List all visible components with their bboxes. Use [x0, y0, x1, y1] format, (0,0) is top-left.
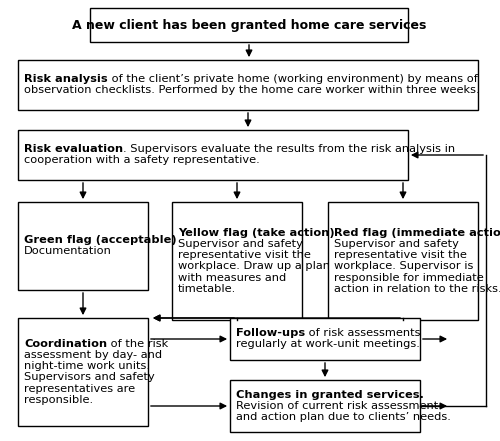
Text: cooperation with a safety representative.: cooperation with a safety representative…	[24, 156, 260, 165]
Text: of the client’s private home (working environment) by means of: of the client’s private home (working en…	[108, 74, 478, 84]
Text: and action plan due to clients’ needs.: and action plan due to clients’ needs.	[236, 412, 451, 422]
Text: representatives are: representatives are	[24, 384, 135, 394]
Text: Documentation: Documentation	[24, 247, 112, 257]
Text: with measures and: with measures and	[178, 273, 286, 283]
Text: Supervisor and safety: Supervisor and safety	[334, 239, 459, 249]
Bar	[230, 318, 420, 360]
Bar	[172, 202, 302, 320]
Text: of risk assessments: of risk assessments	[305, 328, 420, 338]
Text: observation checklists. Performed by the home care worker within three weeks.: observation checklists. Performed by the…	[24, 86, 479, 96]
Bar	[230, 380, 420, 432]
Text: Supervisors and safety: Supervisors and safety	[24, 373, 155, 382]
Text: Green flag (acceptable): Green flag (acceptable)	[24, 235, 176, 245]
Text: . Supervisors evaluate the results from the risk analysis in: . Supervisors evaluate the results from …	[123, 144, 455, 154]
Text: Risk analysis: Risk analysis	[24, 74, 107, 84]
Text: representative visit the: representative visit the	[334, 250, 467, 260]
Bar	[90, 8, 408, 42]
Text: regularly at work-unit meetings.: regularly at work-unit meetings.	[236, 340, 420, 349]
Text: A new client has been granted home care services: A new client has been granted home care …	[72, 19, 426, 33]
Bar	[328, 202, 478, 320]
Text: Risk evaluation: Risk evaluation	[24, 144, 123, 154]
Text: responsible.: responsible.	[24, 395, 93, 405]
Bar	[18, 318, 148, 426]
Bar	[18, 130, 408, 180]
Text: workplace. Supervisor is: workplace. Supervisor is	[334, 262, 473, 272]
Text: Revision of current risk assessment: Revision of current risk assessment	[236, 401, 438, 411]
Text: Changes in granted services.: Changes in granted services.	[236, 389, 424, 400]
Text: night-time work units.: night-time work units.	[24, 361, 150, 371]
Text: Coordination: Coordination	[24, 339, 107, 348]
Bar	[18, 202, 148, 290]
Text: Yellow flag (take action): Yellow flag (take action)	[178, 228, 334, 238]
Text: assessment by day- and: assessment by day- and	[24, 350, 162, 360]
Text: Supervisor and safety: Supervisor and safety	[178, 239, 303, 249]
Text: timetable.: timetable.	[178, 284, 236, 294]
Text: Red flag (immediate action): Red flag (immediate action)	[334, 228, 500, 238]
Bar	[18, 60, 478, 110]
Text: action in relation to the risks.: action in relation to the risks.	[334, 284, 500, 294]
Text: of the risk: of the risk	[107, 339, 168, 348]
Text: representative visit the: representative visit the	[178, 250, 311, 260]
Text: Follow-ups: Follow-ups	[236, 328, 305, 338]
Text: responsible for immediate: responsible for immediate	[334, 273, 484, 283]
Text: workplace. Draw up a plan: workplace. Draw up a plan	[178, 262, 330, 272]
